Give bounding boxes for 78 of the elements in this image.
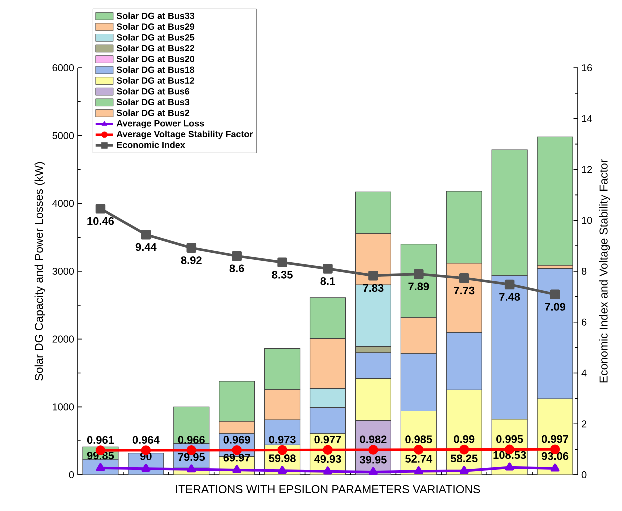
legend-label: Solar DG at Bus2 — [116, 110, 190, 116]
y2-tick-label: 12 — [582, 166, 592, 174]
y-tick-label: 2000 — [52, 336, 74, 343]
y2-tick-label: 4 — [582, 370, 587, 377]
legend-label: Economic Index — [117, 142, 186, 148]
point — [278, 445, 288, 456]
y-tick-label: 0 — [69, 471, 74, 479]
y-tick-label: 4000 — [52, 200, 74, 208]
point — [232, 251, 242, 262]
data-label: 0.995 — [496, 435, 524, 444]
data-label: 0.985 — [406, 436, 432, 444]
point — [186, 243, 197, 253]
point — [368, 270, 378, 281]
data-label: 7.89 — [408, 282, 430, 291]
point — [368, 445, 378, 455]
data-label: 10.46 — [88, 217, 114, 226]
data-label: 0.969 — [224, 436, 250, 444]
y2-tick-label: 8 — [582, 268, 587, 276]
y2-axis-title: Economic Index and Voltage Stability Factor — [599, 160, 610, 383]
data-label: 9.44 — [136, 243, 157, 252]
y2-tick-label: 16 — [582, 64, 592, 72]
point — [504, 280, 515, 290]
legend-label: Solar DG at Bus6 — [116, 88, 190, 95]
y2-tick-label: 2 — [582, 420, 587, 428]
data-label: 59.98 — [269, 454, 296, 462]
point — [550, 290, 560, 300]
y-tick-label: 6000 — [52, 64, 74, 72]
data-label: 79.95 — [178, 453, 206, 462]
legend-label: Solar DG at Bus33 — [116, 12, 195, 20]
point — [459, 273, 470, 284]
legend-label: Solar DG at Bus22 — [116, 45, 195, 52]
point — [414, 445, 424, 455]
legend-label: Solar DG at Bus12 — [116, 77, 195, 84]
data-label: 0.973 — [269, 436, 296, 444]
bar — [537, 136, 574, 266]
data-label: 8.1 — [320, 277, 336, 286]
legend-label: Solar DG at Bus3 — [116, 98, 190, 106]
legend-label: Average Voltage Stability Factor — [116, 130, 254, 140]
y-tick-label: 5000 — [52, 132, 74, 140]
y-tick-label: 3000 — [52, 268, 74, 276]
point — [459, 444, 470, 455]
data-label: 0.982 — [360, 436, 387, 444]
data-label: 8.35 — [272, 271, 293, 279]
point — [96, 204, 106, 214]
data-label: 8.92 — [181, 256, 202, 264]
point — [414, 269, 424, 280]
legend-label: Solar DG at Bus18 — [116, 66, 195, 74]
data-label: 0.964 — [132, 436, 160, 444]
data-label: 0.977 — [314, 436, 342, 444]
y-tick-label: 1000 — [53, 404, 74, 411]
y2-tick-label: 6 — [582, 318, 587, 326]
data-label: 7.83 — [363, 284, 384, 292]
legend-label: Solar DG at Bus25 — [116, 34, 195, 41]
data-label: 0.961 — [87, 436, 114, 444]
data-label: 7.48 — [500, 293, 520, 301]
data-label: 0.997 — [542, 435, 569, 444]
point — [141, 230, 152, 240]
y-axis-title: Solar DG Capacity and Power Losses (kW) — [34, 162, 46, 381]
data-label: 7.73 — [454, 286, 475, 295]
data-label: 0.966 — [178, 436, 205, 444]
y2-tick-label: 14 — [582, 115, 592, 122]
legend-label: Solar DG at Bus20 — [116, 56, 195, 62]
data-label: 39.95 — [360, 456, 387, 464]
point — [323, 445, 333, 456]
data-label: 93.06 — [542, 452, 569, 460]
data-label: 8.6 — [230, 264, 244, 272]
data-label: 58.25 — [451, 454, 478, 463]
y2-tick-label: 10 — [582, 217, 592, 224]
data-label: 0.99 — [454, 436, 475, 444]
y2-tick-label: 0 — [582, 471, 587, 479]
legend-label: Average Power Loss — [116, 120, 204, 129]
data-label: 49.93 — [314, 455, 342, 464]
data-label: 7.09 — [545, 303, 566, 311]
legend-label: Solar DG at Bus29 — [116, 23, 195, 30]
point — [323, 264, 333, 274]
x-axis-title: ITERATIONS WITH EPSILON PARAMETERS VARIATIONS — [176, 485, 480, 494]
data-label: 52.74 — [406, 455, 433, 463]
point — [278, 258, 288, 268]
